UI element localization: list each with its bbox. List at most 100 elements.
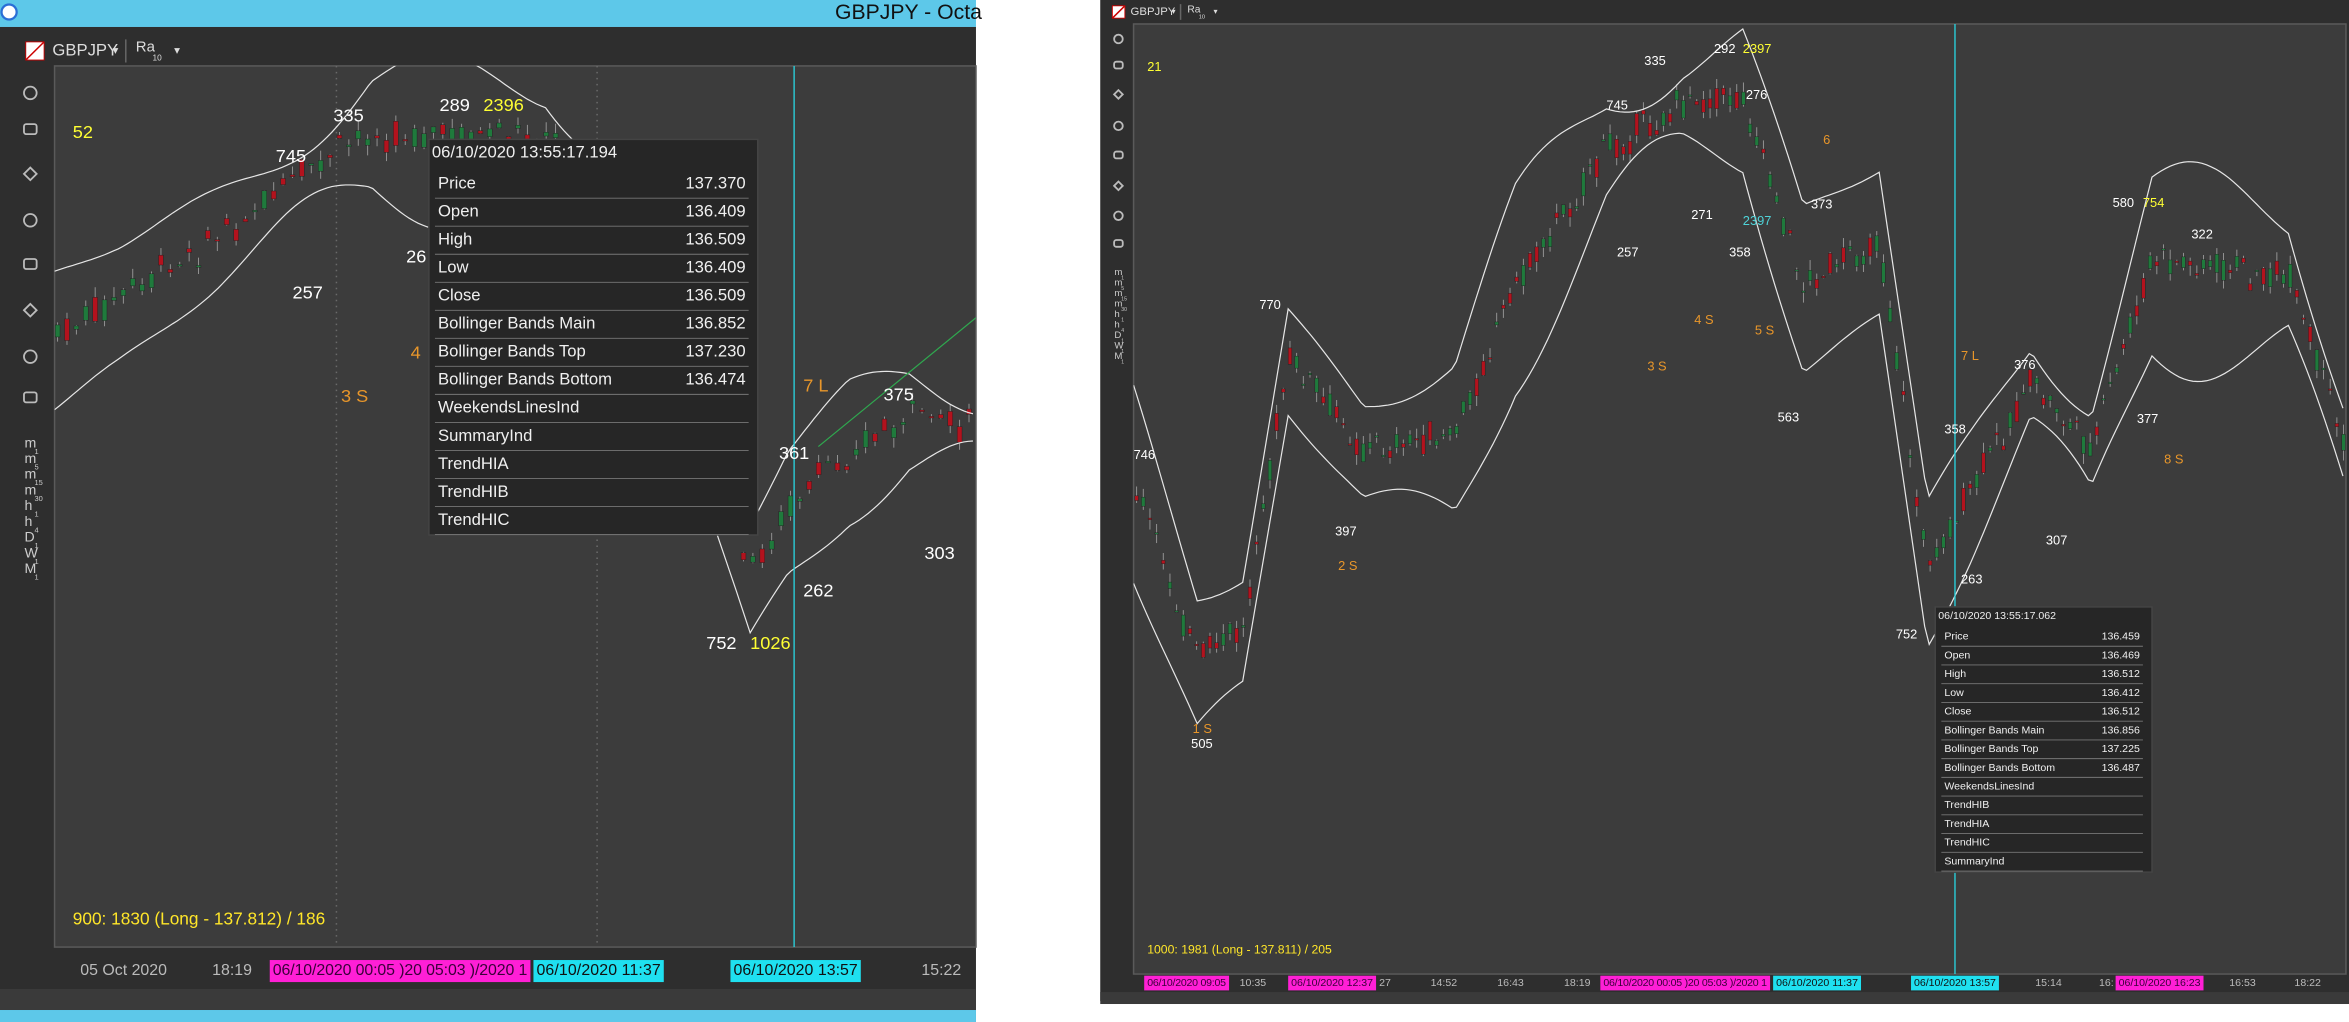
candle-body bbox=[1814, 279, 1819, 289]
tooltip-row-name: Bollinger Bands Bottom bbox=[1944, 762, 2055, 774]
tooltip-row-value: 136.469 bbox=[2102, 649, 2140, 661]
timeframe-button[interactable]: h bbox=[24, 497, 32, 513]
tool-icon[interactable] bbox=[22, 302, 38, 318]
timeframe-button[interactable]: m bbox=[24, 466, 36, 482]
timeframe-button[interactable]: W bbox=[1114, 341, 1124, 352]
candle-body bbox=[2214, 253, 2219, 273]
timeframe-button[interactable]: m bbox=[1114, 267, 1122, 278]
tool-icon[interactable] bbox=[1112, 88, 1125, 100]
mode-selector[interactable]: Ra bbox=[136, 40, 156, 56]
time-label: 10:35 bbox=[1240, 977, 1267, 989]
tool-icon[interactable] bbox=[23, 258, 38, 270]
tool-icon[interactable] bbox=[23, 349, 38, 364]
candle-body bbox=[1454, 426, 1459, 434]
candle-body bbox=[1447, 428, 1453, 436]
timeframe-button[interactable]: m bbox=[1114, 288, 1122, 299]
timeframe-button[interactable]: D bbox=[1114, 330, 1121, 341]
chart-label: 358 bbox=[1729, 245, 1750, 260]
candle-body bbox=[1381, 454, 1386, 457]
candle-body bbox=[2088, 442, 2093, 457]
tool-icon[interactable] bbox=[1113, 239, 1124, 248]
candle-body bbox=[1181, 614, 1186, 637]
candle-body bbox=[83, 306, 89, 321]
timeframe-button[interactable]: M bbox=[24, 560, 36, 576]
timeframe-button[interactable]: m bbox=[1114, 278, 1122, 289]
candle-body bbox=[834, 462, 841, 471]
time-label: 15:14 bbox=[2035, 977, 2062, 989]
candle-body bbox=[327, 154, 333, 158]
chart-label: 505 bbox=[1191, 736, 1212, 751]
tool-icon[interactable] bbox=[23, 391, 38, 404]
tool-icon[interactable] bbox=[1113, 60, 1124, 70]
candle-body bbox=[1788, 230, 1793, 234]
mode-selector[interactable]: Ra bbox=[1187, 4, 1200, 15]
timeframe-button[interactable]: m bbox=[24, 434, 36, 450]
tool-icon[interactable] bbox=[23, 85, 38, 101]
candle-body bbox=[1481, 360, 1486, 376]
candle-body bbox=[1961, 487, 1966, 512]
tooltip-row-name: Bollinger Bands Main bbox=[1944, 724, 2044, 736]
chart-label: 358 bbox=[1944, 422, 1965, 437]
candle-body bbox=[825, 461, 831, 464]
timeframe-button[interactable]: m bbox=[24, 450, 36, 466]
candle-body bbox=[1761, 148, 1766, 154]
candle-body bbox=[1287, 347, 1293, 365]
tool-icon[interactable] bbox=[1113, 150, 1124, 160]
symbol-selector[interactable]: GBPJPY bbox=[52, 40, 118, 59]
tooltip-row-name: TrendHIC bbox=[438, 510, 510, 529]
candle-body bbox=[1714, 88, 1719, 109]
candle-body bbox=[1307, 373, 1313, 375]
tooltip-row-name: WeekendsLinesInd bbox=[438, 398, 579, 417]
timeframe-sub: 5 bbox=[34, 463, 38, 472]
timeframe-button[interactable]: h bbox=[24, 513, 32, 529]
candle-body bbox=[2221, 260, 2226, 281]
right-chart-content bbox=[1133, 23, 2346, 975]
candle-body bbox=[148, 273, 155, 288]
candle-body bbox=[2048, 395, 2053, 401]
candle-body bbox=[1274, 413, 1279, 431]
timeframe-button[interactable]: W bbox=[24, 544, 38, 560]
chart-label: 752 bbox=[1896, 627, 1917, 642]
timeframe-sub: 1 bbox=[1121, 349, 1124, 355]
candle-body bbox=[111, 297, 117, 301]
timeframe-button[interactable]: h bbox=[1114, 309, 1119, 320]
chart-label: 4 bbox=[411, 342, 421, 362]
tool-icon[interactable] bbox=[1112, 180, 1125, 192]
timeframe-button[interactable]: h bbox=[1114, 320, 1119, 331]
candle-body bbox=[214, 239, 220, 242]
time-label: 06/10/2020 09:05 bbox=[1147, 977, 1226, 989]
chart-label: 303 bbox=[924, 543, 954, 563]
candle-body bbox=[2248, 283, 2253, 291]
tooltip-row-name: High bbox=[438, 230, 472, 249]
tooltip-row-name: Close bbox=[1944, 706, 1971, 718]
dropdown-arrow: ▾ bbox=[1214, 7, 1218, 16]
timeframe-button[interactable]: M bbox=[1114, 351, 1122, 362]
candle-body bbox=[816, 462, 822, 475]
tool-icon[interactable] bbox=[23, 213, 38, 228]
candle-body bbox=[759, 548, 765, 563]
candle-body bbox=[449, 128, 455, 141]
dropdown-arrow: ▾ bbox=[112, 44, 118, 57]
tool-icon[interactable] bbox=[23, 123, 38, 136]
candle-body bbox=[1461, 401, 1466, 414]
candle-body bbox=[1161, 560, 1166, 564]
symbol-selector[interactable]: GBPJPY bbox=[1131, 6, 1176, 18]
tooltip-row-value: 136.512 bbox=[2102, 668, 2140, 680]
candle-body bbox=[1841, 247, 1846, 263]
status-text: 1000: 1981 (Long - 137.811) / 205 bbox=[1147, 942, 1332, 956]
timeframe-button[interactable]: D bbox=[24, 529, 34, 545]
tool-icon[interactable] bbox=[1113, 210, 1124, 221]
tool-icon[interactable] bbox=[22, 166, 38, 182]
candle-body bbox=[318, 160, 324, 172]
timeframe-button[interactable]: m bbox=[1114, 299, 1122, 310]
tooltip-row-name: Open bbox=[438, 202, 479, 221]
tool-icon[interactable] bbox=[1113, 120, 1124, 132]
time-label: 06/10/2020 12:37 bbox=[1291, 977, 1373, 989]
candle-body bbox=[120, 289, 127, 296]
tool-icon[interactable] bbox=[1113, 33, 1124, 45]
timeframe-button[interactable]: m bbox=[24, 482, 36, 498]
candle-body bbox=[1861, 255, 1866, 265]
time-label: 06/10/2020 11:37 bbox=[536, 962, 660, 979]
candle-body bbox=[1848, 246, 1853, 250]
candle-body bbox=[2108, 381, 2113, 384]
